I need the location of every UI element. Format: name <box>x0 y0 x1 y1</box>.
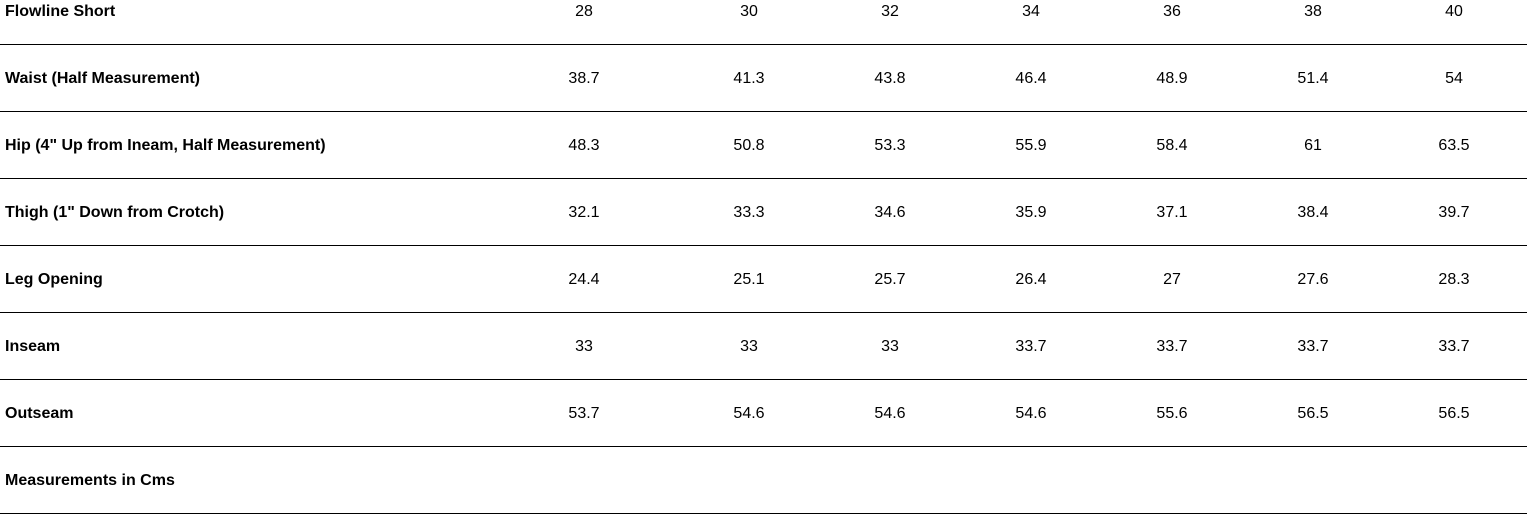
cell-value: 28.3 <box>1438 271 1470 288</box>
row-divider <box>0 178 1527 179</box>
cell-value: 48.9 <box>1156 70 1188 87</box>
cell-value: 33 <box>740 338 758 355</box>
cell-value: 33.7 <box>1015 338 1047 355</box>
cell-value: 54.6 <box>874 405 906 422</box>
cell-value: 50.8 <box>733 137 765 154</box>
cell-value: 51.4 <box>1297 70 1329 87</box>
row-label: Waist (Half Measurement) <box>5 70 200 87</box>
cell-value: 56.5 <box>1438 405 1470 422</box>
cell-value: 36 <box>1163 3 1181 20</box>
cell-value: 35.9 <box>1015 204 1047 221</box>
cell-value: 28 <box>575 3 593 20</box>
row-divider <box>0 245 1527 246</box>
cell-value: 55.9 <box>1015 137 1047 154</box>
row-divider <box>0 111 1527 112</box>
row-divider <box>0 312 1527 313</box>
cell-value: 27 <box>1163 271 1181 288</box>
cell-value: 34.6 <box>874 204 906 221</box>
cell-value: 39.7 <box>1438 204 1470 221</box>
cell-value: 41.3 <box>733 70 765 87</box>
cell-value: 24.4 <box>568 271 600 288</box>
cell-value: 56.5 <box>1297 405 1329 422</box>
cell-value: 33 <box>881 338 899 355</box>
cell-value: 63.5 <box>1438 137 1470 154</box>
row-label: Outseam <box>5 405 74 422</box>
cell-value: 54.6 <box>1015 405 1047 422</box>
row-label: Thigh (1" Down from Crotch) <box>5 204 225 221</box>
footer-note: Measurements in Cms <box>5 472 175 489</box>
cell-value: 38.7 <box>568 70 600 87</box>
cell-value: 58.4 <box>1156 137 1188 154</box>
row-divider <box>0 446 1527 447</box>
cell-value: 46.4 <box>1015 70 1047 87</box>
cell-value: 25.1 <box>733 271 765 288</box>
cell-value: 38.4 <box>1297 204 1329 221</box>
cell-value: 37.1 <box>1156 204 1188 221</box>
cell-value: 27.6 <box>1297 271 1329 288</box>
cell-value: 33.3 <box>733 204 765 221</box>
cell-value: 26.4 <box>1015 271 1047 288</box>
cell-value: 43.8 <box>874 70 906 87</box>
row-label: Leg Opening <box>5 271 103 288</box>
cell-value: 30 <box>740 3 758 20</box>
cell-value: 33 <box>575 338 593 355</box>
row-divider <box>0 379 1527 380</box>
cell-value: 38 <box>1304 3 1322 20</box>
cell-value: 40 <box>1445 3 1463 20</box>
cell-value: 32 <box>881 3 899 20</box>
cell-value: 53.7 <box>568 405 600 422</box>
row-label: Flowline Short <box>5 3 116 20</box>
cell-value: 33.7 <box>1297 338 1329 355</box>
row-label: Inseam <box>5 338 61 355</box>
row-divider <box>0 44 1527 45</box>
cell-value: 25.7 <box>874 271 906 288</box>
cell-value: 54 <box>1445 70 1463 87</box>
cell-value: 54.6 <box>733 405 765 422</box>
cell-value: 32.1 <box>568 204 600 221</box>
cell-value: 33.7 <box>1438 338 1470 355</box>
row-label: Hip (4" Up from Ineam, Half Measurement) <box>5 137 326 154</box>
cell-value: 34 <box>1022 3 1040 20</box>
cell-value: 55.6 <box>1156 405 1188 422</box>
row-divider <box>0 513 1527 514</box>
cell-value: 48.3 <box>568 137 600 154</box>
cell-value: 53.3 <box>874 137 906 154</box>
cell-value: 61 <box>1304 137 1322 154</box>
cell-value: 33.7 <box>1156 338 1188 355</box>
